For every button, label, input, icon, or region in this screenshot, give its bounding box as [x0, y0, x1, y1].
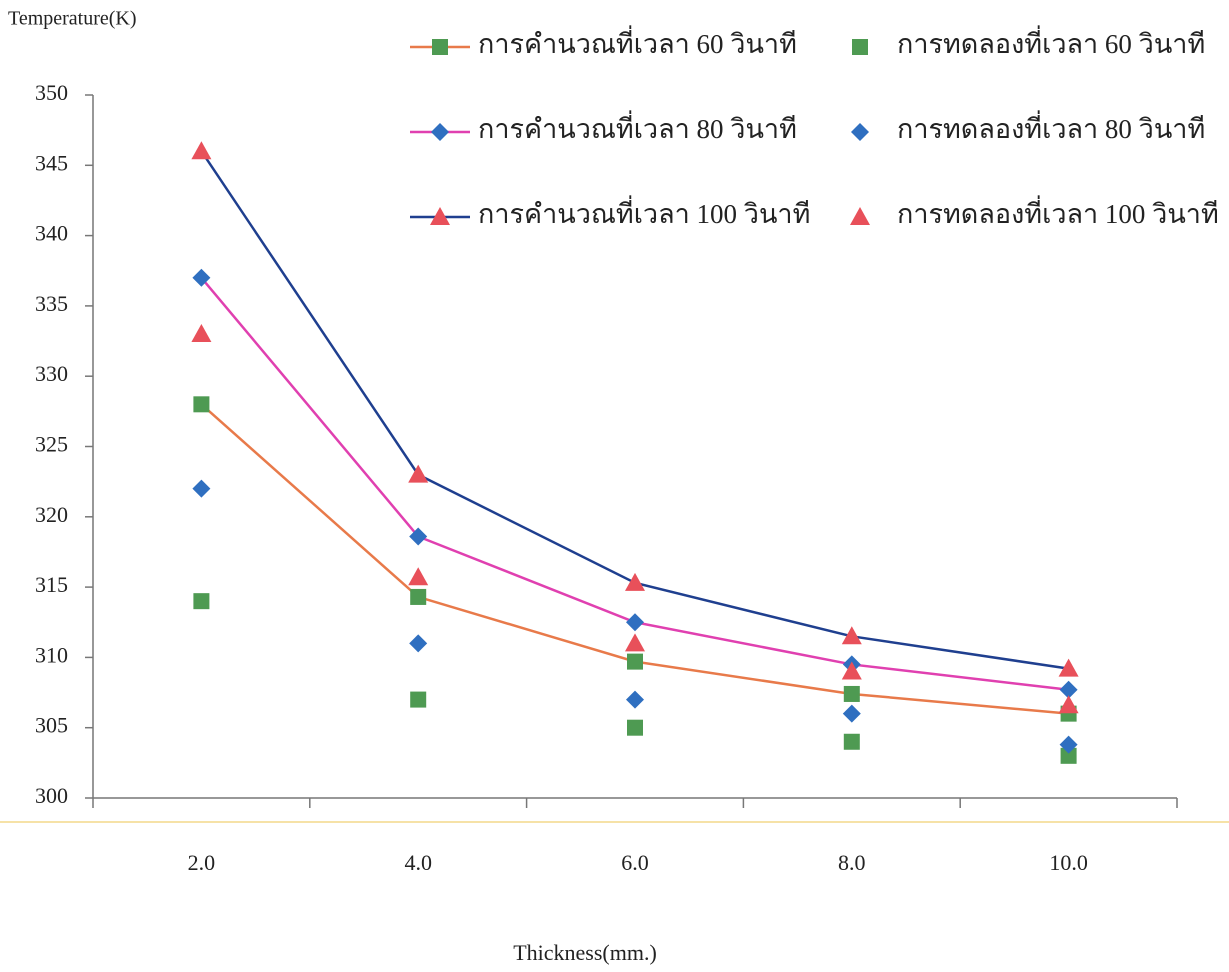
y-tick-label: 340 — [35, 221, 68, 246]
marker-square — [432, 39, 448, 55]
marker-triangle — [430, 207, 450, 225]
marker-triangle — [408, 567, 429, 586]
marker-square — [1060, 747, 1077, 764]
x-tick-label: 8.0 — [838, 850, 866, 875]
y-tick-label: 310 — [35, 642, 68, 667]
marker-diamond — [409, 527, 428, 546]
marker-diamond — [626, 613, 644, 632]
marker-square — [410, 691, 427, 708]
marker-triangle — [850, 207, 870, 225]
marker-triangle — [841, 626, 862, 645]
y-tick-label: 335 — [35, 291, 68, 316]
y-tick-label: 345 — [35, 150, 68, 175]
marker-square — [193, 593, 210, 610]
x-tick-label: 2.0 — [188, 850, 216, 875]
y-tick-label: 305 — [35, 713, 68, 738]
x-tick-label: 6.0 — [621, 850, 649, 875]
y-tick-label: 300 — [35, 783, 68, 808]
y-axis-label: Temperature(K) — [8, 8, 137, 30]
marker-triangle — [408, 464, 429, 483]
marker-square — [627, 653, 643, 670]
legend-label: การทดลองที่เวลา 80 วินาที — [897, 110, 1205, 144]
marker-triangle — [841, 661, 862, 680]
marker-square — [852, 39, 868, 55]
marker-diamond — [1059, 680, 1078, 699]
marker-diamond — [1059, 735, 1078, 754]
marker-diamond — [409, 634, 428, 653]
legend-label: การทดลองที่เวลา 60 วินาที — [897, 25, 1205, 59]
y-tick-label: 350 — [35, 80, 68, 105]
marker-square — [843, 733, 860, 750]
x-tick-label: 10.0 — [1049, 850, 1088, 875]
marker-triangle — [191, 324, 212, 343]
legend-label: การคำนวณที่เวลา 60 วินาที — [478, 25, 797, 59]
marker-triangle — [625, 633, 645, 652]
y-tick-label: 325 — [35, 432, 68, 457]
marker-diamond — [192, 268, 211, 287]
legend-label: การคำนวณที่เวลา 80 วินาที — [478, 110, 797, 144]
x-tick-label: 4.0 — [404, 850, 432, 875]
y-tick-label: 320 — [35, 502, 68, 527]
marker-diamond — [626, 690, 644, 709]
marker-square — [410, 588, 427, 605]
marker-diamond — [842, 704, 861, 723]
marker-triangle — [625, 572, 645, 591]
x-axis-label: Thickness(mm.) — [513, 940, 657, 965]
marker-triangle — [1058, 658, 1079, 677]
marker-diamond — [851, 123, 869, 141]
marker-square — [843, 685, 860, 702]
legend-label: การทดลองที่เวลา 100 วินาที — [897, 195, 1219, 229]
marker-diamond — [192, 479, 211, 498]
y-tick-label: 315 — [35, 572, 68, 597]
y-tick-label: 330 — [35, 361, 68, 386]
marker-square — [627, 719, 643, 736]
marker-triangle — [191, 141, 212, 160]
marker-square — [193, 396, 210, 413]
marker-diamond — [431, 123, 449, 141]
legend-label: การคำนวณที่เวลา 100 วินาที — [478, 195, 810, 229]
marker-triangle — [1058, 695, 1079, 714]
